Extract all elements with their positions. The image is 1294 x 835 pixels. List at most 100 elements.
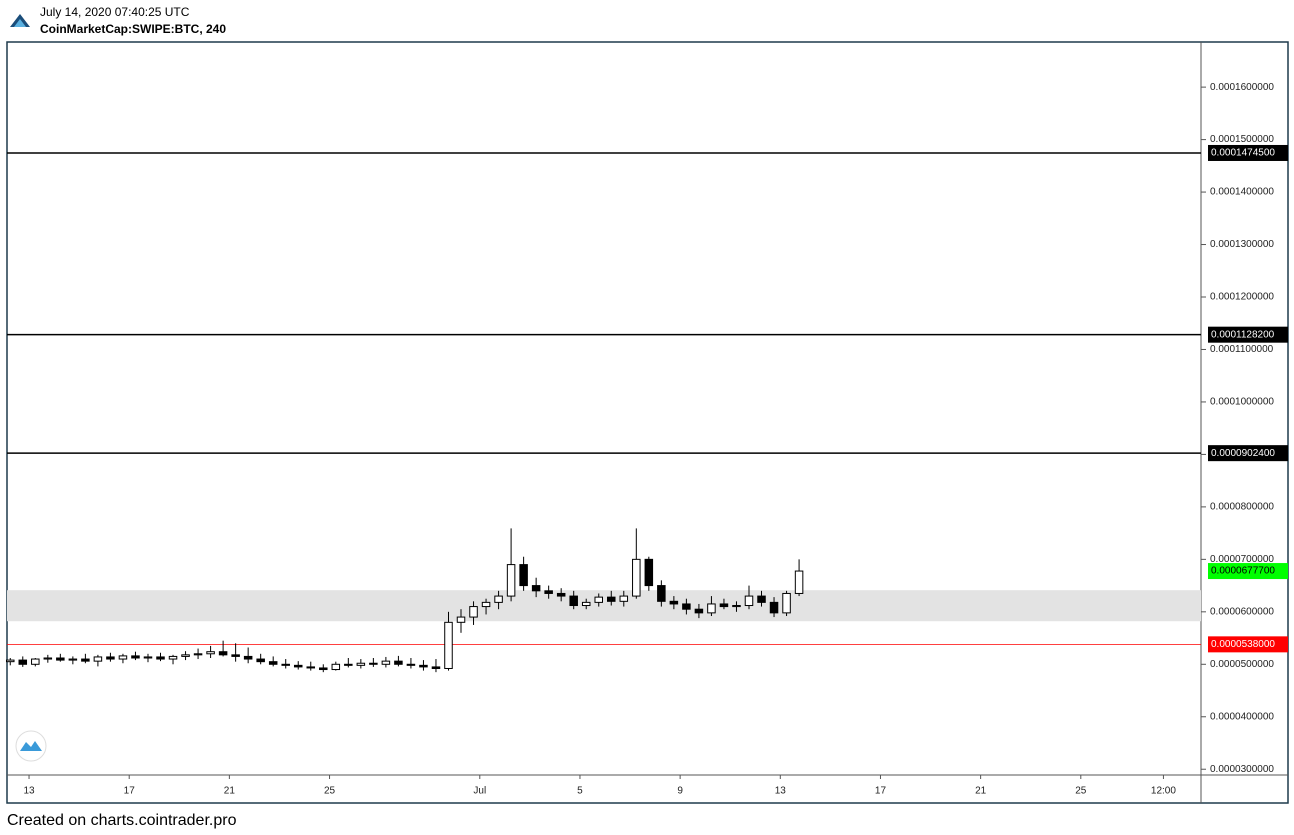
footer: Created on charts.cointrader.pro — [7, 812, 237, 829]
candle-body — [293, 664, 303, 668]
logo — [9, 11, 31, 29]
candle-body — [106, 656, 115, 660]
candle-body — [43, 657, 53, 660]
candle-body — [81, 658, 90, 662]
candle-body — [644, 558, 654, 587]
candle-body — [31, 658, 40, 665]
candle-body — [431, 666, 441, 669]
candle-body — [256, 658, 265, 663]
level-tag — [1208, 636, 1288, 653]
level-label: 0.0001474500 — [1211, 148, 1275, 159]
candle-body — [732, 605, 741, 608]
candle-body — [268, 661, 278, 665]
candle-body — [669, 600, 679, 605]
candle-body — [657, 585, 666, 602]
candle-body — [394, 660, 403, 665]
candle-body — [682, 603, 691, 610]
candle-body — [757, 595, 766, 603]
candle-body — [694, 608, 704, 614]
x-tick-label: 25 — [324, 786, 336, 797]
plot-area — [5, 152, 1201, 673]
logo-mark-inner — [14, 19, 26, 27]
candle-body — [769, 601, 779, 614]
level-label: 0.0000902400 — [1211, 448, 1275, 459]
candle-body — [569, 595, 578, 607]
candle-body — [794, 570, 804, 594]
candle-body — [594, 596, 603, 603]
y-tick-label: 0.0000500000 — [1210, 659, 1274, 670]
candle-body — [531, 585, 541, 592]
candle-body — [469, 606, 478, 618]
candle-body — [444, 621, 453, 669]
candle-body — [506, 564, 516, 597]
candle-body — [206, 651, 215, 655]
candle-body — [719, 603, 729, 608]
x-tick-label: 17 — [875, 786, 887, 797]
level-tag — [1208, 144, 1288, 161]
y-tick-label: 0.0001500000 — [1210, 134, 1274, 145]
candle-body — [93, 656, 103, 662]
candle-body — [306, 666, 316, 669]
level-label: 0.0001128200 — [1211, 329, 1275, 340]
x-tick-label: 21 — [224, 786, 236, 797]
y-tick-label: 0.0000600000 — [1210, 606, 1274, 617]
candle-body — [5, 659, 15, 663]
candle-body — [168, 655, 178, 660]
y-tick-label: 0.0001200000 — [1210, 292, 1274, 303]
candle-body — [231, 654, 240, 657]
candle-body — [456, 616, 466, 623]
candle-body — [344, 663, 353, 666]
y-tick-label: 0.0001100000 — [1210, 344, 1274, 355]
candle-body — [181, 654, 190, 657]
candle-body — [419, 664, 428, 668]
watermark-logo — [15, 730, 47, 762]
candle-body — [156, 656, 165, 660]
x-tick-label: 12:00 — [1151, 786, 1176, 797]
candle-body — [193, 653, 203, 656]
candle-body — [281, 663, 290, 666]
y-tick-label: 0.0001300000 — [1210, 239, 1274, 250]
candle-body — [319, 667, 328, 671]
candle-body — [607, 596, 616, 602]
level-label: 0.0000538000 — [1211, 639, 1275, 650]
y-tick-label: 0.0001400000 — [1210, 187, 1274, 198]
x-tick-label: 17 — [124, 786, 136, 797]
candle-body — [519, 564, 528, 587]
support-zone — [7, 590, 1201, 622]
candle-body — [632, 558, 641, 597]
watermark-circle — [15, 730, 47, 762]
candle-body — [619, 595, 629, 602]
candle-body — [381, 660, 391, 665]
candle-body — [707, 603, 716, 614]
x-tick-label: 9 — [677, 786, 683, 797]
chart-frame — [6, 41, 1289, 804]
candle-body — [56, 657, 65, 661]
candle-body — [481, 601, 491, 608]
y-tick-label: 0.0000400000 — [1210, 711, 1274, 722]
x-tick-label: 13 — [23, 786, 35, 797]
x-tick-label: 25 — [1075, 786, 1087, 797]
symbol: CoinMarketCap:SWIPE:BTC, 240 — [40, 22, 226, 36]
candle-body — [218, 651, 228, 656]
candle-body — [131, 655, 140, 659]
y-tick-label: 0.0001000000 — [1210, 397, 1274, 408]
level-tag — [1208, 326, 1288, 343]
candle-body — [494, 595, 503, 603]
candle-body — [782, 592, 791, 614]
timestamp: July 14, 2020 07:40:25 UTC — [40, 5, 190, 19]
candle-body — [581, 601, 591, 607]
candle-body — [369, 662, 378, 665]
x-tick-label: 13 — [775, 786, 787, 797]
y-tick-label: 0.0000800000 — [1210, 502, 1274, 513]
x-tick-label: 21 — [975, 786, 987, 797]
candle-body — [744, 595, 754, 607]
candle-body — [556, 592, 566, 597]
last-price-tag — [1208, 563, 1288, 580]
candle-body — [143, 656, 153, 659]
level-tag — [1208, 445, 1288, 462]
candle-body — [356, 662, 366, 666]
candle-body — [243, 655, 253, 660]
y-tick-label: 0.0000300000 — [1210, 764, 1274, 775]
